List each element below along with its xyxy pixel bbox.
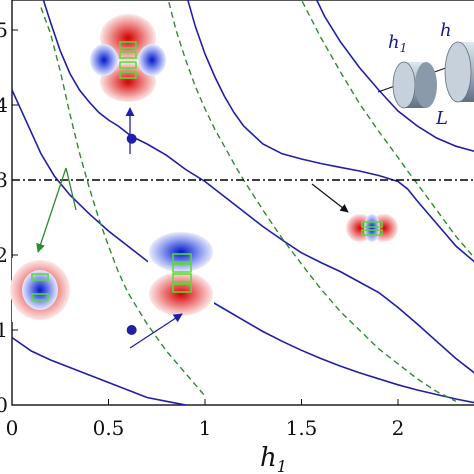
annotation-arrow-green-left xyxy=(36,167,67,253)
solid-series-0 xyxy=(12,336,186,405)
markers-layer xyxy=(126,133,137,335)
field-inset-left xyxy=(10,258,74,322)
y-tick-label: 1 xyxy=(0,318,8,342)
y-tick-label: 4 xyxy=(0,93,8,117)
x-tick-label: 0.5 xyxy=(93,416,125,440)
field-inset-middle xyxy=(148,232,214,316)
cylinder-label-length: L xyxy=(435,108,448,129)
y-tick-label: 3 xyxy=(0,168,8,192)
y-tick-label: 2 xyxy=(0,243,8,267)
x-tick-label: 1 xyxy=(199,416,212,440)
field-inset-top xyxy=(90,14,166,102)
solid-series-3 xyxy=(186,0,474,263)
dashed-series-7 xyxy=(300,0,474,259)
solid-series-2 xyxy=(42,0,474,374)
annotation-arrow-black xyxy=(311,183,349,213)
highlight-marker xyxy=(126,325,137,335)
dashed-series-5 xyxy=(40,7,206,397)
x-tick-label: 0 xyxy=(6,416,19,440)
highlight-marker xyxy=(126,133,137,144)
y-tick-label: 0 xyxy=(0,393,8,417)
dashed-series-6 xyxy=(167,0,457,402)
annotation-arrow-green-right xyxy=(65,167,77,211)
x-tick-label: 2 xyxy=(392,416,405,440)
field-inset-right xyxy=(345,212,398,250)
cylinder-schematic: h1 h L xyxy=(377,20,474,129)
solid-series-4 xyxy=(315,0,474,153)
cylinder-label-h: h xyxy=(440,20,452,41)
annotation-arrow-middle xyxy=(129,313,183,349)
y-tick-label: 5 xyxy=(0,18,8,42)
plot-frame xyxy=(11,0,474,406)
x-tick-label: 1.5 xyxy=(286,416,318,440)
solid-series-1 xyxy=(12,89,474,404)
ticks-layer: 0 0.5 1 1.5 2 0 1 2 3 4 5 xyxy=(0,18,404,440)
cylinder-label-h1: h1 xyxy=(388,32,407,55)
x-axis-label: h1 xyxy=(260,443,287,474)
curves-layer xyxy=(12,0,474,405)
